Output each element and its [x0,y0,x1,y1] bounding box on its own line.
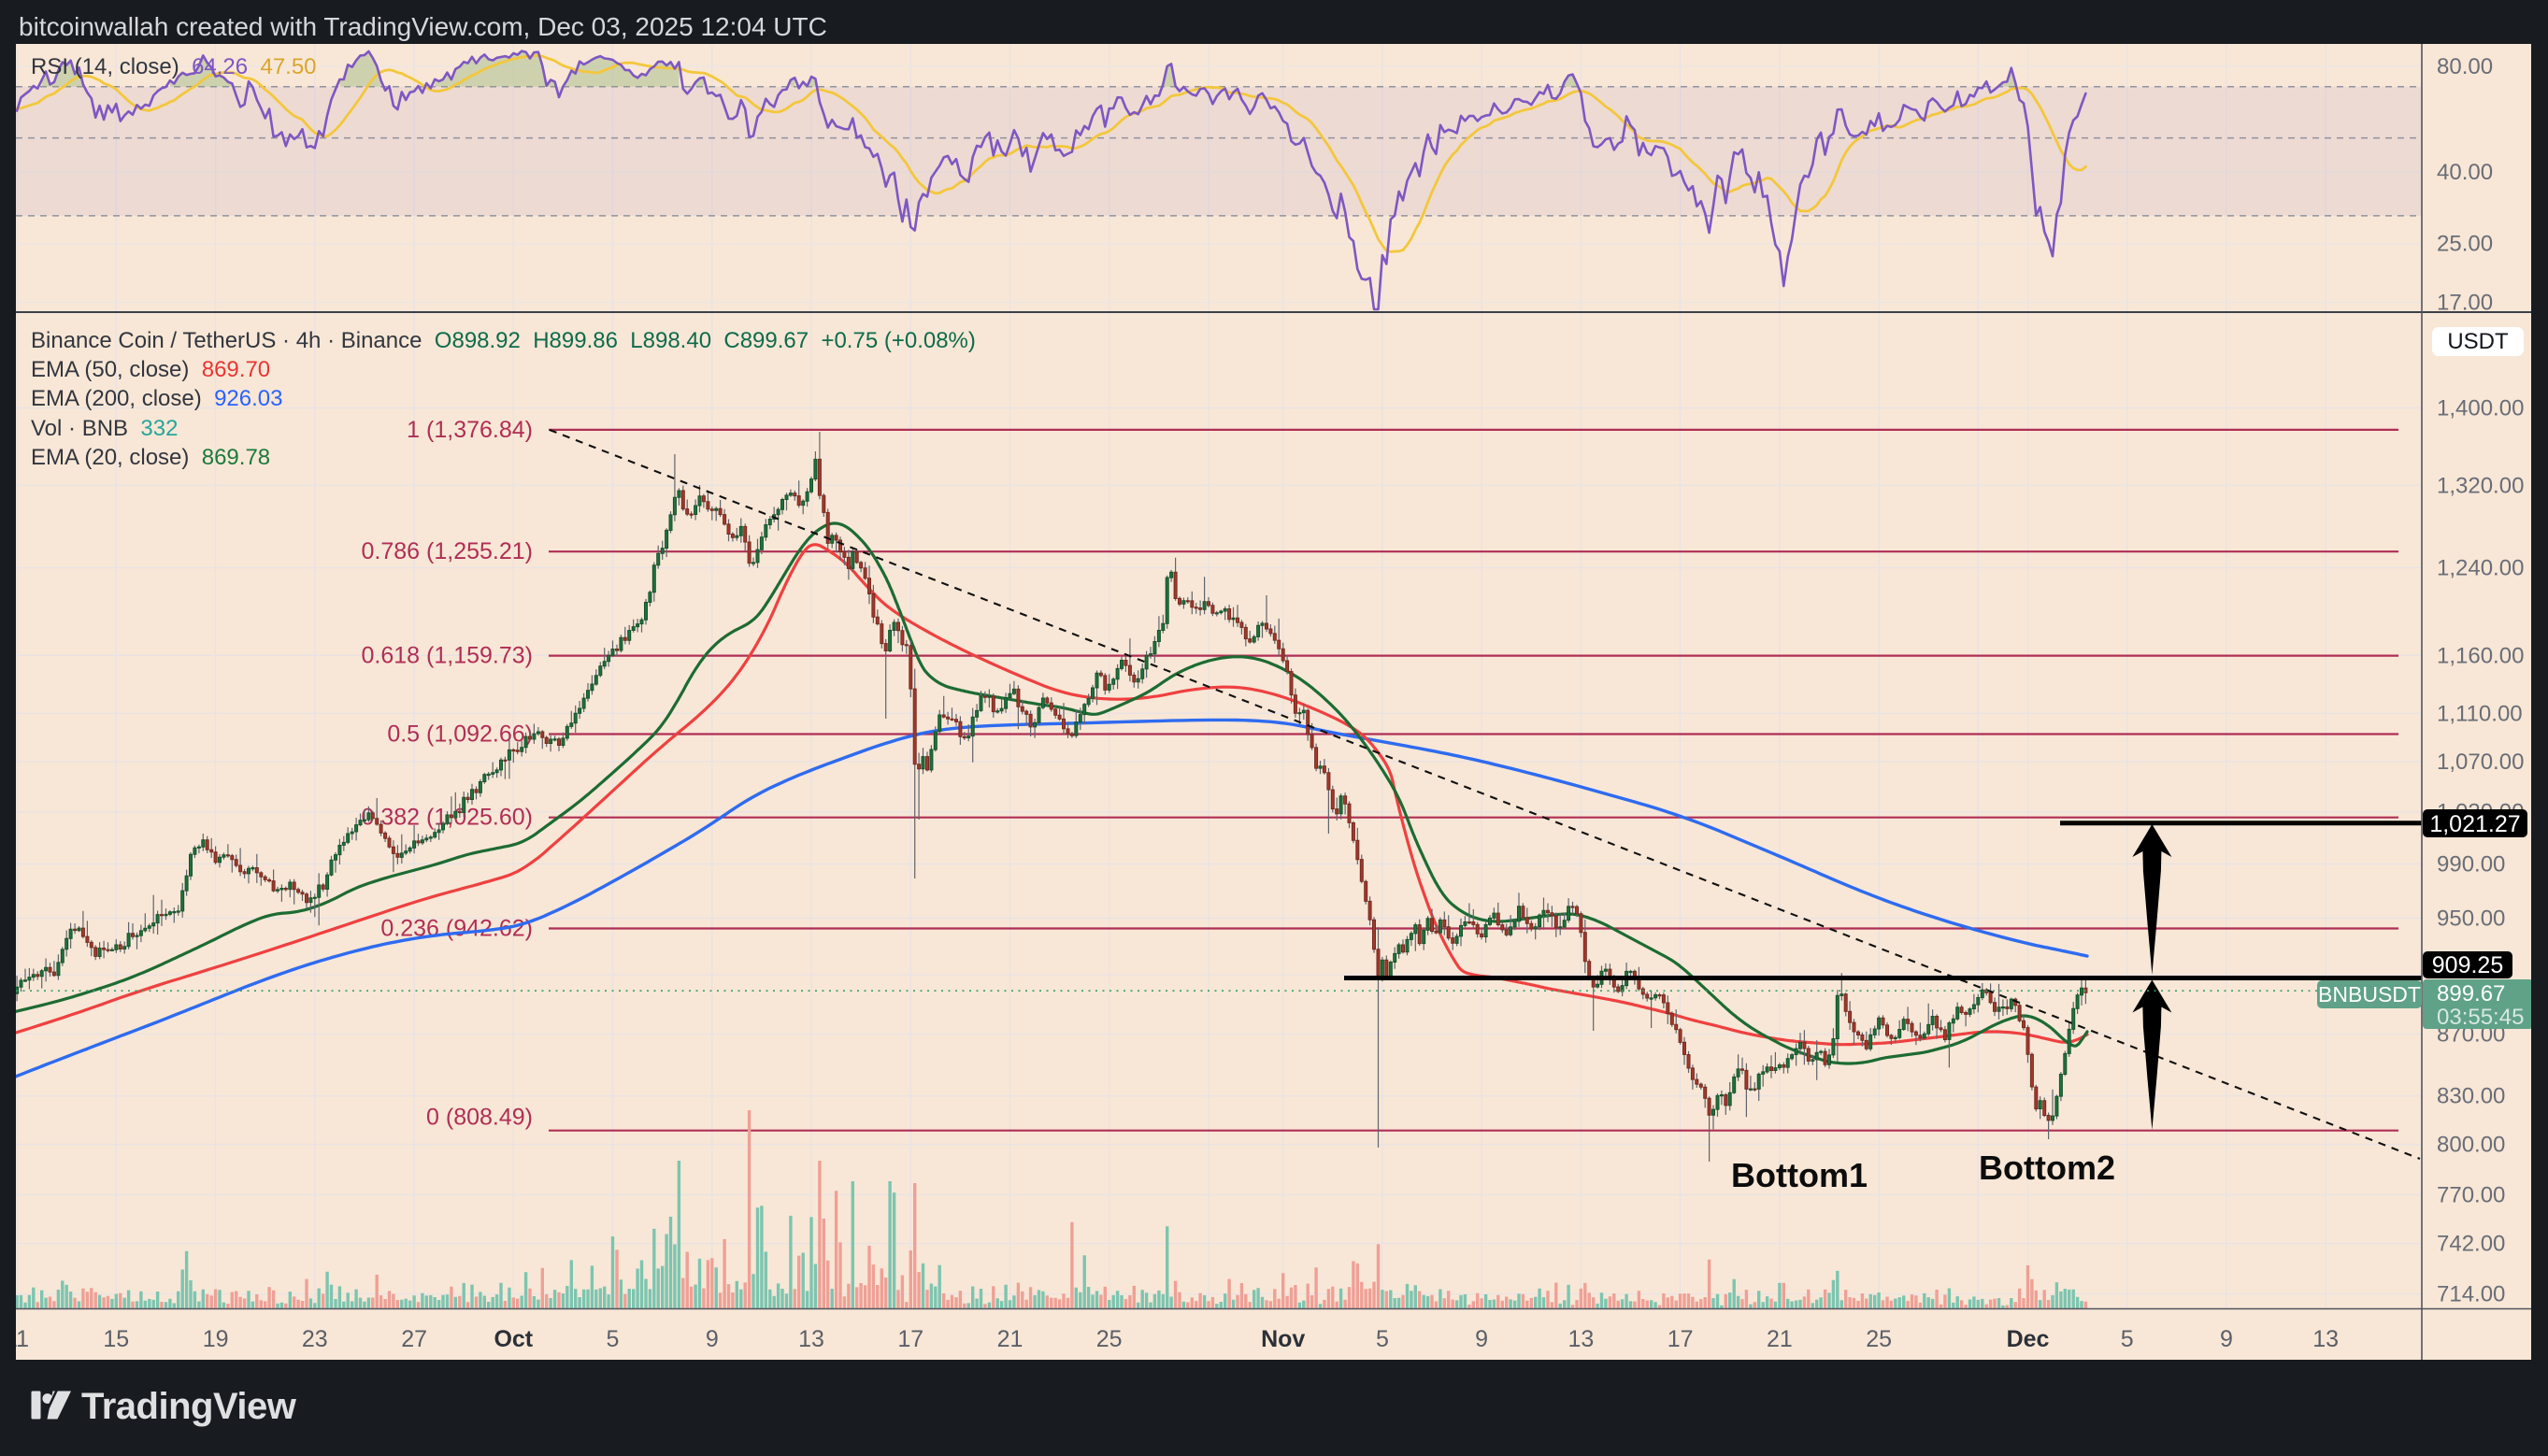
svg-text:0.786 (1,255.21): 0.786 (1,255.21) [362,538,533,564]
svg-text:RSI (14, close) 64.26 47.50: RSI (14, close) 64.26 47.50 [31,54,317,79]
svg-text:21: 21 [997,1326,1023,1352]
svg-text:1,160.00: 1,160.00 [2437,643,2524,668]
svg-text:TradingView: TradingView [81,1386,297,1427]
svg-text:13: 13 [1567,1326,1594,1352]
svg-text:17.00: 17.00 [2437,291,2493,316]
svg-text:899.67: 899.67 [2437,981,2505,1006]
svg-text:5: 5 [1376,1326,1389,1352]
svg-text:1 (1,376.84): 1 (1,376.84) [407,417,533,443]
svg-text:0.618 (1,159.73): 0.618 (1,159.73) [362,643,533,669]
svg-text:EMA (50, close) 869.70: EMA (50, close) 869.70 [31,357,270,382]
svg-text:Dec: Dec [2007,1326,2050,1352]
svg-text:03:55:45: 03:55:45 [2437,1005,2524,1030]
svg-text:Vol · BNB 332: Vol · BNB 332 [31,416,178,441]
svg-text:9: 9 [2220,1326,2233,1352]
svg-text:19: 19 [203,1326,229,1352]
svg-text:Bottom2: Bottom2 [1979,1149,2115,1187]
svg-text:80.00: 80.00 [2437,54,2493,79]
svg-text:17: 17 [897,1326,923,1352]
svg-text:Nov: Nov [1261,1326,1305,1352]
svg-text:0.5 (1,092.66): 0.5 (1,092.66) [387,721,533,748]
svg-text:EMA (20, close) 869.78: EMA (20, close) 869.78 [31,445,270,470]
svg-text:27: 27 [401,1326,427,1352]
svg-text:25: 25 [1866,1326,1892,1352]
svg-text:0 (808.49): 0 (808.49) [426,1105,533,1131]
svg-text:EMA (200, close) 926.03: EMA (200, close) 926.03 [31,386,282,411]
svg-text:13: 13 [2312,1326,2339,1352]
svg-text:25.00: 25.00 [2437,232,2493,257]
svg-text:1,021.27: 1,021.27 [2429,811,2520,837]
svg-text:1,110.00: 1,110.00 [2437,701,2523,726]
svg-text:800.00: 800.00 [2437,1133,2505,1158]
svg-text:909.25: 909.25 [2432,952,2503,978]
svg-text:Bottom1: Bottom1 [1731,1156,1868,1194]
svg-text:21: 21 [1767,1326,1793,1352]
svg-text:1,400.00: 1,400.00 [2437,396,2524,421]
svg-text:25: 25 [1096,1326,1123,1352]
svg-text:770.00: 770.00 [2437,1182,2505,1207]
svg-text:USDT: USDT [2447,329,2509,354]
svg-text:BNBUSDT: BNBUSDT [2318,982,2421,1006]
svg-text:11: 11 [16,1326,29,1352]
svg-text:15: 15 [103,1326,129,1352]
svg-text:1,070.00: 1,070.00 [2437,749,2524,775]
svg-text:830.00: 830.00 [2437,1084,2505,1109]
svg-text:950.00: 950.00 [2437,906,2505,932]
svg-text:990.00: 990.00 [2437,852,2505,878]
svg-text:13: 13 [798,1326,824,1352]
svg-text:5: 5 [607,1326,620,1352]
svg-text:40.00: 40.00 [2437,160,2493,185]
svg-text:17: 17 [1668,1326,1694,1352]
svg-text:Binance Coin / TetherUS · 4h ·: Binance Coin / TetherUS · 4h · Binance O… [31,328,976,353]
svg-text:9: 9 [706,1326,719,1352]
svg-text:9: 9 [1475,1326,1488,1352]
svg-text:742.00: 742.00 [2437,1232,2505,1257]
svg-text:5: 5 [2121,1326,2134,1352]
svg-text:1,320.00: 1,320.00 [2437,473,2524,498]
svg-text:23: 23 [302,1326,328,1352]
svg-text:714.00: 714.00 [2437,1282,2505,1307]
svg-text:1,240.00: 1,240.00 [2437,555,2524,580]
svg-text:Oct: Oct [494,1326,533,1352]
